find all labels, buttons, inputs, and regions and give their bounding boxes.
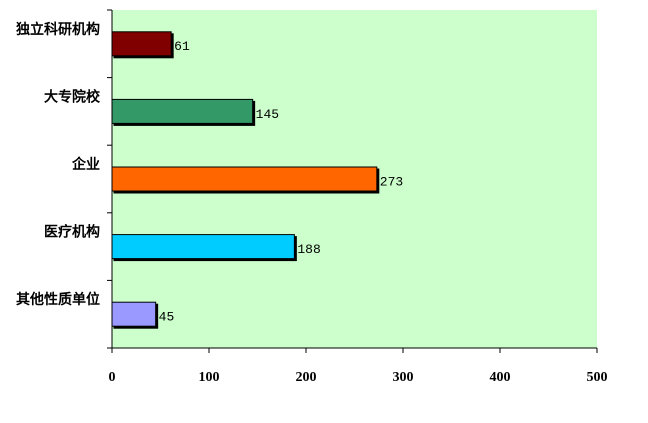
x-tick-label: 0 [109, 370, 116, 385]
y-tick-label: 企业 [71, 156, 100, 173]
y-tick-label: 医疗机构 [44, 224, 100, 241]
bar [111, 234, 295, 260]
bar [111, 301, 157, 327]
y-tick-label: 独立科研机构 [16, 21, 100, 38]
bar [111, 166, 378, 192]
x-tick-label: 100 [199, 370, 220, 385]
bar [111, 98, 254, 124]
value-label: 45 [159, 310, 175, 325]
value-label: 188 [297, 242, 320, 257]
y-tick-label: 其他性质单位 [16, 291, 100, 308]
x-tick-label: 400 [490, 370, 511, 385]
x-tick-label: 500 [587, 370, 608, 385]
x-tick-label: 200 [296, 370, 317, 385]
x-tick-label: 300 [393, 370, 414, 385]
value-label: 145 [256, 107, 279, 122]
bar [111, 31, 172, 57]
value-label: 61 [174, 39, 190, 54]
y-tick-label: 大专院校 [44, 88, 101, 105]
value-label: 273 [380, 174, 403, 189]
